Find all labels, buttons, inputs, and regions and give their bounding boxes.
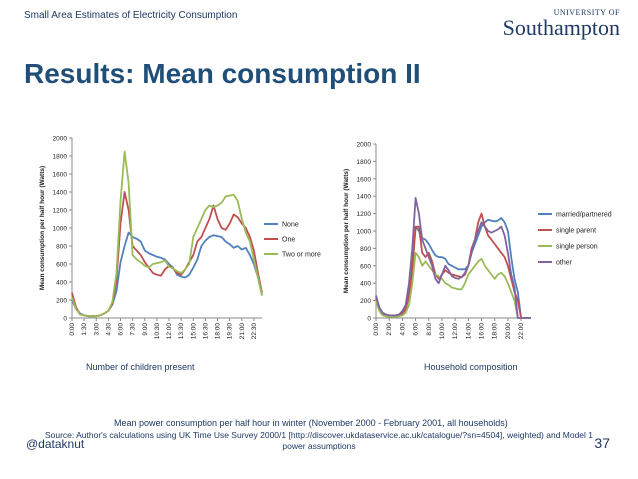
caption-right: Household composition xyxy=(424,362,518,372)
series-line xyxy=(375,197,531,319)
y-tick-label: 1200 xyxy=(53,208,68,215)
x-tick-label: 16:30 xyxy=(202,323,209,340)
university-logo: UNIVERSITY OF Southampton xyxy=(502,8,620,40)
x-tick-label: 22:30 xyxy=(251,323,258,340)
y-tick-label: 0 xyxy=(367,316,371,323)
logo-big-text: Southampton xyxy=(502,15,620,40)
x-tick-label: 4:30 xyxy=(105,323,112,336)
y-tick-label: 0 xyxy=(63,316,67,323)
x-tick-label: 18:00 xyxy=(215,323,222,340)
y-tick-label: 400 xyxy=(56,280,67,287)
footer-source: Source: Author's calculations using UK T… xyxy=(0,430,638,452)
chart-children: 0 200 400 600 800 1000 1200 1400 1600 1800 2000 Mea… xyxy=(39,136,321,340)
legend-label: Two or more xyxy=(282,252,321,259)
twitter-handle: @dataknut xyxy=(26,437,85,451)
x-tick-label: 13:30 xyxy=(178,323,185,340)
legend-label: single person xyxy=(556,244,598,251)
y-tick-label: 2000 xyxy=(53,136,68,143)
x-tick-label: 0:00 xyxy=(69,323,76,336)
y-tick-label: 1000 xyxy=(53,226,68,233)
y-axis-label: Mean consumption per half hour (Watts) xyxy=(343,169,350,293)
x-tick-label: 6:00 xyxy=(118,323,125,336)
y-axis-label: Mean consumption per half hour (Watts) xyxy=(39,166,46,290)
slide-title: Results: Mean consumption II xyxy=(24,58,421,89)
x-tick-label: 3:00 xyxy=(93,323,100,336)
x-tick-label: 15:00 xyxy=(190,323,197,340)
x-tick-label: 8:00 xyxy=(426,323,433,336)
footer-source-text: Source: Author's calculations using UK T… xyxy=(44,430,594,451)
y-tick-label: 600 xyxy=(56,262,67,269)
logo-small-text: UNIVERSITY OF xyxy=(553,8,620,17)
x-tick-label: 16:00 xyxy=(479,323,486,340)
x-tick-label: 10:00 xyxy=(439,323,446,340)
x-tick-label: 9:00 xyxy=(142,323,149,336)
x-tick-label: 6:00 xyxy=(413,323,420,336)
series-line xyxy=(71,191,263,318)
y-tick-label: 800 xyxy=(56,244,67,251)
page-number: 37 xyxy=(594,435,610,451)
x-tick-label: 1:30 xyxy=(81,323,88,336)
x-tick-label: 22:00 xyxy=(518,323,525,340)
series-line xyxy=(375,212,531,319)
x-tick-label: 4:00 xyxy=(399,323,406,336)
y-tick-label: 1800 xyxy=(357,159,372,166)
series-line xyxy=(71,231,263,318)
y-tick-label: 200 xyxy=(360,298,371,305)
x-tick-label: 7:30 xyxy=(130,323,137,336)
slide-header: Small Area Estimates of Electricity Cons… xyxy=(0,0,638,46)
y-tick-label: 400 xyxy=(360,281,371,288)
chart-household-composition: 0 200 400 600 800 1000 1200 1400 1600 1800 2000 Mea… xyxy=(343,142,612,340)
x-tick-label: 20:00 xyxy=(505,323,512,340)
y-tick-label: 2000 xyxy=(357,142,372,149)
y-tick-label: 1400 xyxy=(357,194,372,201)
y-tick-label: 1800 xyxy=(53,154,68,161)
x-tick-label: 12:00 xyxy=(166,323,173,340)
y-tick-label: 1600 xyxy=(357,176,372,183)
x-tick-label: 12:00 xyxy=(452,323,459,340)
y-tick-label: 200 xyxy=(56,298,67,305)
legend-label: married/partnered xyxy=(556,212,612,219)
header-text: Small Area Estimates of Electricity Cons… xyxy=(24,10,238,21)
y-tick-label: 1200 xyxy=(357,211,372,218)
y-tick-label: 1400 xyxy=(53,190,68,197)
x-tick-label: 21:00 xyxy=(239,323,246,340)
legend-label: One xyxy=(282,237,295,244)
y-tick-label: 800 xyxy=(360,246,371,253)
x-tick-label: 14:00 xyxy=(465,323,472,340)
y-tick-label: 1600 xyxy=(53,172,68,179)
legend-label: None xyxy=(282,222,299,229)
x-tick-label: 2:00 xyxy=(386,323,393,336)
y-tick-label: 600 xyxy=(360,263,371,270)
x-tick-label: 0:00 xyxy=(373,323,380,336)
x-tick-label: 10:30 xyxy=(154,323,161,340)
x-tick-label: 19:30 xyxy=(227,323,234,340)
y-tick-label: 1000 xyxy=(357,229,372,236)
series-line xyxy=(375,251,531,319)
caption-main: Mean power consumption per half hour in … xyxy=(114,418,508,428)
series-line xyxy=(71,150,263,318)
legend-label: single parent xyxy=(556,228,596,235)
caption-left: Number of children present xyxy=(86,362,195,372)
legend-label: other xyxy=(556,260,573,267)
x-tick-label: 18:00 xyxy=(492,323,499,340)
